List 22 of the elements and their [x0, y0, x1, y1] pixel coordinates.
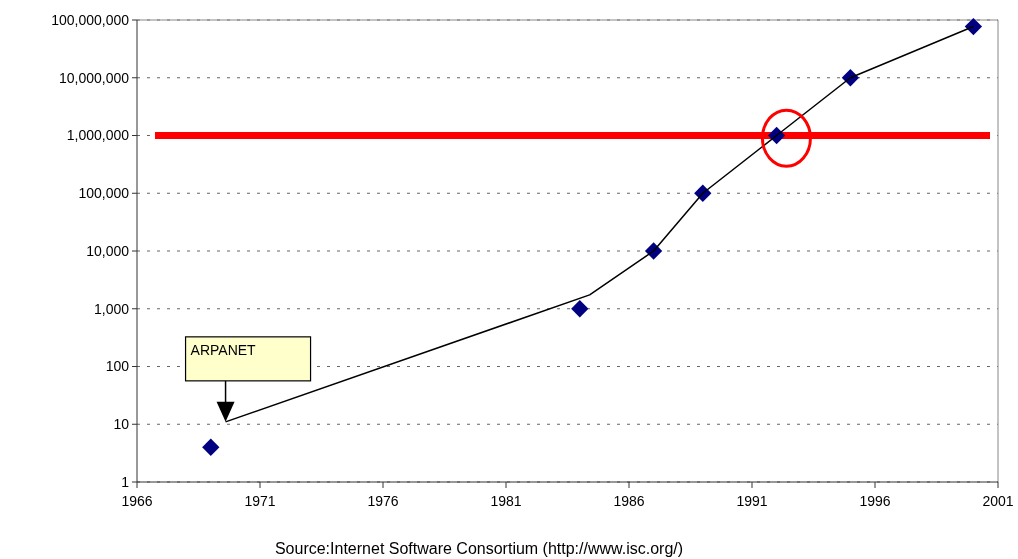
x-tick-label: 1981	[490, 493, 522, 509]
source-note: Source:Internet Software Consortium (http://www.isc.org/)	[274, 540, 684, 557]
y-tick-label: 10,000,000	[58, 69, 130, 86]
point	[964, 17, 983, 36]
annotation: ARPANET	[190, 341, 257, 358]
x-tick-label: 2001	[982, 493, 1014, 509]
y-tick-label: 1,000	[93, 300, 130, 317]
y-tick-label: 100,000,000	[51, 11, 130, 28]
point	[202, 438, 220, 456]
y-tick-label: 100,000	[78, 185, 130, 202]
y-tick-label: 100	[105, 358, 130, 375]
x-tick-label: 1976	[367, 493, 399, 509]
point	[571, 300, 589, 318]
x-tick-label: 1991	[736, 493, 768, 509]
y-tick-label: 1,000,000	[66, 127, 130, 144]
y-tick-label: 10	[113, 416, 130, 433]
y-tick-label: 10,000	[86, 242, 130, 259]
x-tick-label: 1971	[244, 493, 276, 509]
y-tick-label: 1	[121, 473, 130, 490]
x-tick-label: 1986	[613, 493, 645, 509]
x-tick-label: 1966	[121, 493, 153, 509]
x-tick-label: 1996	[859, 493, 891, 509]
